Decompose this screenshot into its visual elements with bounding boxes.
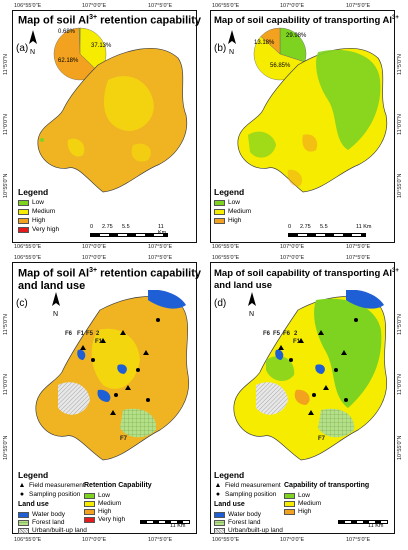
site-markers xyxy=(80,318,160,415)
legend-c-cap-item: Medium xyxy=(84,500,121,507)
swatch-medium xyxy=(214,208,225,215)
legend-b-item: High xyxy=(214,217,241,224)
legend-b-item: Medium xyxy=(214,208,251,215)
legend-a-item: Very high xyxy=(18,226,59,233)
legend-d-landuse-item: Urban/built-up land xyxy=(214,527,283,534)
site-label: F1 xyxy=(293,339,301,345)
swatch-high xyxy=(18,217,29,224)
map-c-region xyxy=(35,290,190,461)
legend-b-item: Low xyxy=(214,199,240,206)
svg-text:N: N xyxy=(249,311,254,318)
site-label: F1 xyxy=(95,339,103,345)
pie-b-label-2: 56.85% xyxy=(270,63,291,69)
north-arrow-c: N xyxy=(52,292,60,318)
legend-c-landuse-item: Forest land xyxy=(18,519,65,526)
legend-c-cap-item: Very high xyxy=(84,516,125,523)
north-label-b: N xyxy=(229,49,234,56)
site-label: 2 xyxy=(294,331,298,337)
pie-a-label-1: 0.68% xyxy=(58,29,76,35)
pie-b-label-3: 13.18% xyxy=(254,40,275,46)
north-label-a: N xyxy=(30,49,35,56)
pie-a-label-2: 37.13% xyxy=(91,43,112,49)
swatch-high xyxy=(214,217,225,224)
site-label: F5 xyxy=(86,331,94,337)
swatch-low xyxy=(18,199,29,206)
pie-slice-low xyxy=(279,27,307,63)
site-label: F6 xyxy=(65,331,73,337)
legend-c-landuse-item: Urban/built-up land xyxy=(18,527,87,534)
legend-c-landuse-title: Land use xyxy=(18,501,49,508)
legend-d-sampling: ● Sampling position xyxy=(215,491,277,498)
swatch-medium xyxy=(18,208,29,215)
legend-c-cap-item: High xyxy=(84,508,111,515)
swatch-low xyxy=(214,199,225,206)
legend-d-title: Legend xyxy=(214,470,245,480)
svg-text:N: N xyxy=(53,311,58,318)
map-a-region xyxy=(37,48,188,193)
legend-d-landuse-title: Land use xyxy=(214,501,245,508)
panel-c-letter: (c) xyxy=(16,298,28,309)
site-label: F6 xyxy=(283,331,291,337)
legend-c-cap-item: Low xyxy=(84,492,110,499)
site-label: F7 xyxy=(120,436,128,442)
legend-a-item: High xyxy=(18,217,45,224)
site-label: 2 xyxy=(96,331,100,337)
north-arrow-b: N xyxy=(228,30,236,56)
map-d-region xyxy=(233,290,388,461)
legend-a-item: Medium xyxy=(18,208,55,215)
pie-chart-b xyxy=(253,27,307,81)
legend-d-landuse-item: Forest land xyxy=(214,519,261,526)
legend-c-sampling: ● Sampling position xyxy=(19,491,81,498)
panel-b-title: Map of soil capability of transporting A… xyxy=(214,15,399,27)
panel-b-letter: (b) xyxy=(214,43,227,54)
legend-d-landuse-item: Water body xyxy=(214,511,261,518)
pie-slice-high xyxy=(260,27,281,55)
panel-a-title: Map of soil Al3+ retention capability xyxy=(18,14,201,27)
panel-c-title: Map of soil Al3+ retention capability an… xyxy=(18,267,201,292)
site-label: F5 xyxy=(273,331,281,337)
panel-a-letter: (a) xyxy=(16,43,29,54)
legend-c-field: ▲ Field measurement xyxy=(18,482,85,489)
site-label: F7 xyxy=(318,436,326,442)
legend-c-title: Legend xyxy=(18,470,49,480)
legend-d-cap-item: Low xyxy=(284,492,310,499)
pie-b-label-1: 29.98% xyxy=(286,33,307,39)
legend-d-cap-item: High xyxy=(284,508,311,515)
legend-b-title: Legend xyxy=(214,187,245,197)
legend-d-cap-title: Capability of transporting xyxy=(284,482,370,489)
legend-d-cap-item: Medium xyxy=(284,500,321,507)
pie-a-label-3: 62.18% xyxy=(58,58,79,64)
panel-d-title: Map of soil capability of transporting A… xyxy=(214,268,399,292)
panel-d-letter: (d) xyxy=(214,298,227,309)
north-arrow-a: N xyxy=(29,30,37,56)
legend-c-cap-title: Retention Capability xyxy=(84,482,152,489)
north-arrow-d: N xyxy=(248,292,256,318)
pie-chart-a xyxy=(53,27,107,81)
legend-a-title: Legend xyxy=(18,187,49,197)
site-label: F1 xyxy=(77,331,85,337)
site-markers xyxy=(278,318,358,415)
legend-c-landuse-item: Water body xyxy=(18,511,65,518)
legend-a-item: Low xyxy=(18,199,44,206)
site-label: F6 xyxy=(263,331,271,337)
map-b-region xyxy=(237,48,388,193)
swatch-very-high xyxy=(18,226,29,233)
legend-d-field: ▲ Field measurement xyxy=(214,482,281,489)
